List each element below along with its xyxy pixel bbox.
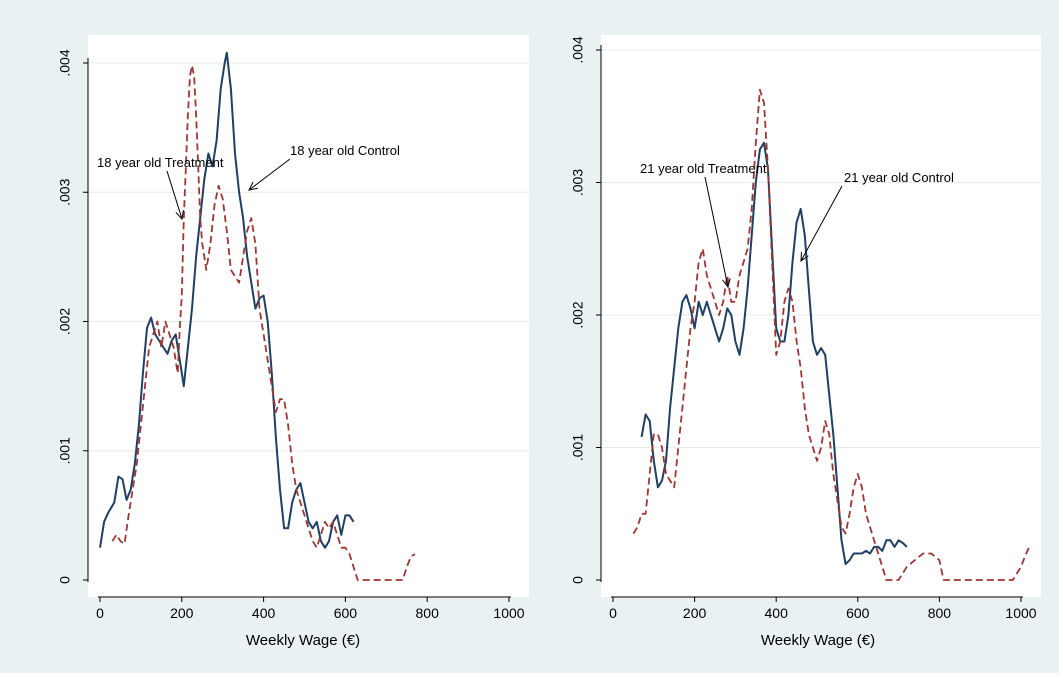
left-x-tick-label: 1000 xyxy=(493,605,524,621)
left-plot-area xyxy=(88,35,529,597)
left-arrowhead-treatment xyxy=(175,210,184,221)
right-y-tick-label: .001 xyxy=(570,434,586,461)
left-arrowhead-control xyxy=(248,181,258,191)
left-annotation-arrow-control xyxy=(248,158,291,191)
right-annotation-arrow-treatment xyxy=(704,176,729,288)
left-x-tick-label: 0 xyxy=(96,605,104,621)
right-arrowhead-control xyxy=(800,251,809,263)
right-x-tick-label: 0 xyxy=(609,605,617,621)
right-axes: 0 .001 .002 .003 .004 0 200 400 600 800 1000 xyxy=(570,36,1037,621)
right-x-tick-label: 1000 xyxy=(1005,605,1036,621)
left-control-line xyxy=(99,51,355,549)
right-y-tick-label: 0 xyxy=(570,576,586,584)
right-annotation-arrow-control xyxy=(800,185,843,262)
right-x-tick-label: 400 xyxy=(765,605,789,621)
left-y-tick-label: 0 xyxy=(57,576,73,584)
left-treatment-line xyxy=(111,64,416,581)
left-series xyxy=(99,51,416,581)
right-y-tick-label: .004 xyxy=(570,36,586,63)
left-annotations: 18 year old Treatment 18 year old Control xyxy=(97,143,400,221)
right-x-tick-label: 200 xyxy=(683,605,707,621)
left-y-tick-label: .003 xyxy=(57,178,73,205)
left-annotation-treatment: 18 year old Treatment xyxy=(97,155,224,170)
right-x-axis-label: Weekly Wage (€) xyxy=(761,632,875,649)
left-y-tick-label: .002 xyxy=(57,308,73,335)
left-x-tick-label: 200 xyxy=(170,605,194,621)
left-x-tick-label: 400 xyxy=(252,605,276,621)
left-panel: 0 .001 .002 .003 .004 0 200 400 600 800 1000 18 ye… xyxy=(57,35,529,649)
right-series xyxy=(632,88,1031,581)
left-y-tick-label: .004 xyxy=(57,49,73,76)
right-annotations: 21 year old Treatment 21 year old Control xyxy=(640,161,954,289)
right-plot-area xyxy=(601,35,1041,597)
left-x-tick-label: 600 xyxy=(334,605,358,621)
right-panel: 0 .001 .002 .003 .004 0 200 400 600 800 1000 21 ye… xyxy=(570,35,1041,649)
left-annotation-control: 18 year old Control xyxy=(290,143,400,158)
right-x-tick-label: 800 xyxy=(928,605,952,621)
right-annotation-control: 21 year old Control xyxy=(844,170,954,185)
right-arrowhead-treatment xyxy=(722,278,731,289)
right-y-tick-label: .002 xyxy=(570,301,586,328)
right-treatment-line xyxy=(632,88,1031,581)
left-y-tick-label: .001 xyxy=(57,437,73,464)
right-annotation-treatment: 21 year old Treatment xyxy=(640,161,767,176)
left-axes: 0 .001 .002 .003 .004 0 200 400 600 800 1000 xyxy=(57,49,525,621)
right-x-tick-label: 600 xyxy=(846,605,870,621)
right-y-tick-label: .003 xyxy=(570,169,586,196)
left-annotation-arrow-treatment xyxy=(166,170,183,220)
left-x-axis-label: Weekly Wage (€) xyxy=(246,632,360,649)
left-x-tick-label: 800 xyxy=(416,605,440,621)
left-grid xyxy=(88,62,529,452)
